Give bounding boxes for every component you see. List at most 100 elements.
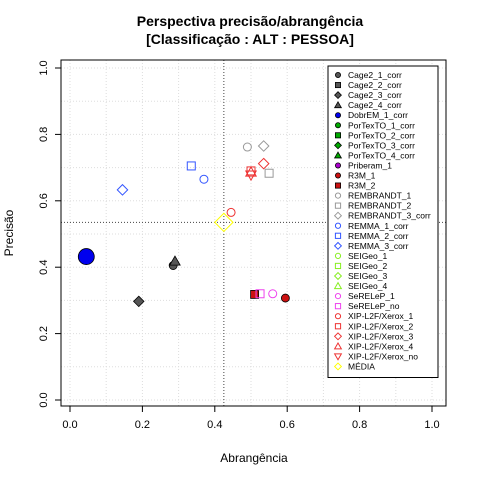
legend-marker xyxy=(334,262,342,270)
legend-label: REMBRANDT_1 xyxy=(348,191,412,201)
legend-marker xyxy=(334,313,342,320)
data-point xyxy=(199,174,209,184)
x-axis: 0.0 0.2 0.4 0.6 0.8 1.0 xyxy=(62,406,440,431)
legend-label: PorTexTO_1_corr xyxy=(348,120,415,130)
data-point xyxy=(257,140,270,152)
legend-marker xyxy=(334,141,342,150)
legend-label: XIP-L2F/Xerox_no xyxy=(348,351,418,361)
legend-label: Priberam_1 xyxy=(348,160,392,170)
legend-label: REMBRANDT_3_corr xyxy=(348,211,431,221)
legend-marker xyxy=(334,162,341,169)
data-point xyxy=(186,161,196,171)
legend-label: SeRELeP_no xyxy=(348,301,400,311)
x-tick-label: 0.0 xyxy=(62,419,77,431)
data-point xyxy=(257,157,270,170)
legend-marker xyxy=(333,362,343,371)
legend-box xyxy=(327,65,439,378)
y-tick-label: 0.2 xyxy=(38,326,50,341)
legend-label: Cage2_2_corr xyxy=(348,80,402,90)
data-point xyxy=(280,293,290,303)
legend-marker xyxy=(334,192,342,199)
legend-label: XIP-L2F/Xerox_1 xyxy=(348,311,413,321)
data-point xyxy=(77,248,95,265)
x-axis-label: Abrangência xyxy=(220,451,288,465)
legend-marker xyxy=(333,151,343,159)
data-point xyxy=(268,289,278,299)
legend-label: SEIGeo_4 xyxy=(348,281,387,291)
y-tick-label: 0.8 xyxy=(38,127,50,142)
legend-label: Cage2_1_corr xyxy=(348,70,402,80)
legend-label: Cage2_4_corr xyxy=(348,100,402,110)
legend-label: PorTexTO_3_corr xyxy=(348,140,415,150)
x-tick-label: 0.2 xyxy=(135,419,150,431)
legend-label: PorTexTO_4_corr xyxy=(348,150,415,160)
data-point xyxy=(264,168,274,178)
y-tick-label: 0.0 xyxy=(38,392,50,407)
legend-marker xyxy=(333,211,343,220)
data-point xyxy=(116,183,129,196)
legend-marker xyxy=(334,232,342,239)
reference-lines xyxy=(61,60,446,406)
legend-label: PorTexTO_2_corr xyxy=(348,130,415,140)
legend-label: SEIGeo_1 xyxy=(348,251,387,261)
legend-label: REMMA_1_corr xyxy=(348,221,409,231)
legend-marker xyxy=(333,332,343,341)
legend-label: SEIGeo_3 xyxy=(348,271,387,281)
legend-marker xyxy=(334,122,341,129)
legend-label: R3M_1 xyxy=(348,171,376,181)
data-point xyxy=(133,295,145,308)
legend-label: XIP-L2F/Xerox_3 xyxy=(348,331,413,341)
legend-marker xyxy=(334,172,341,179)
y-tick-label: 0.4 xyxy=(38,260,50,275)
legend-marker xyxy=(334,72,341,79)
data-points xyxy=(77,140,290,308)
legend-label: SeRELeP_1 xyxy=(348,291,395,301)
legend-marker xyxy=(334,112,341,119)
legend-label: REMBRANDT_2 xyxy=(348,201,412,211)
legend-marker xyxy=(334,293,342,300)
y-tick-label: 0.6 xyxy=(38,193,50,208)
legend-marker xyxy=(334,252,342,259)
plot-border xyxy=(60,59,447,407)
legend-marker xyxy=(334,323,342,330)
legend-label: SEIGeo_2 xyxy=(348,261,387,271)
y-axis: 0.0 0.2 0.4 0.6 0.8 1.0 xyxy=(38,60,61,408)
x-tick-label: 0.4 xyxy=(207,419,222,431)
legend-label: MÉDIA xyxy=(348,361,375,371)
legend-label: XIP-L2F/Xerox_2 xyxy=(348,321,413,331)
data-point xyxy=(226,207,236,217)
legend-label: Cage2_3_corr xyxy=(348,90,402,100)
data-point xyxy=(250,290,260,299)
data-point xyxy=(214,212,234,233)
legend-marker xyxy=(333,353,343,361)
legend-marker xyxy=(334,202,342,209)
legend-marker xyxy=(333,281,343,290)
chart-subtitle: [Classificação : ALT : PESSOA] xyxy=(146,31,354,47)
legend-marker xyxy=(334,222,342,229)
legend-marker xyxy=(334,82,341,89)
legend-label: REMMA_3_corr xyxy=(348,241,409,251)
y-tick-label: 1.0 xyxy=(38,60,50,75)
legend-marker xyxy=(333,241,343,250)
legend-marker xyxy=(334,303,342,310)
legend-label: REMMA_2_corr xyxy=(348,231,409,241)
legend-marker xyxy=(334,91,342,100)
legend-label: DobrEM_1_corr xyxy=(348,110,408,120)
x-tick-label: 0.6 xyxy=(280,419,295,431)
legend-marker xyxy=(333,341,343,350)
legend-marker xyxy=(333,271,343,281)
legend-label: R3M_2 xyxy=(348,181,376,191)
legend-marker xyxy=(334,182,341,189)
x-tick-label: 0.8 xyxy=(352,419,367,431)
legend: Cage2_1_corrCage2_2_corrCage2_3_corrCage… xyxy=(327,65,439,378)
chart-title: Perspectiva precisão/abrangência xyxy=(137,13,364,29)
data-point xyxy=(244,166,258,177)
y-axis-label: Precisão xyxy=(2,209,16,256)
data-point xyxy=(242,142,252,152)
data-point xyxy=(255,289,265,299)
legend-marker xyxy=(334,132,341,139)
data-point xyxy=(169,255,181,266)
legend-marker xyxy=(333,100,343,109)
legend-label: XIP-L2F/Xerox_4 xyxy=(348,341,413,351)
